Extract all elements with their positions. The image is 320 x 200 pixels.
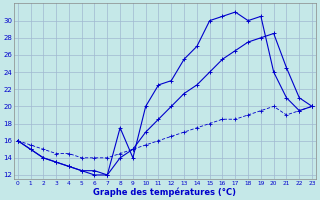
X-axis label: Graphe des températures (°C): Graphe des températures (°C) (93, 187, 236, 197)
